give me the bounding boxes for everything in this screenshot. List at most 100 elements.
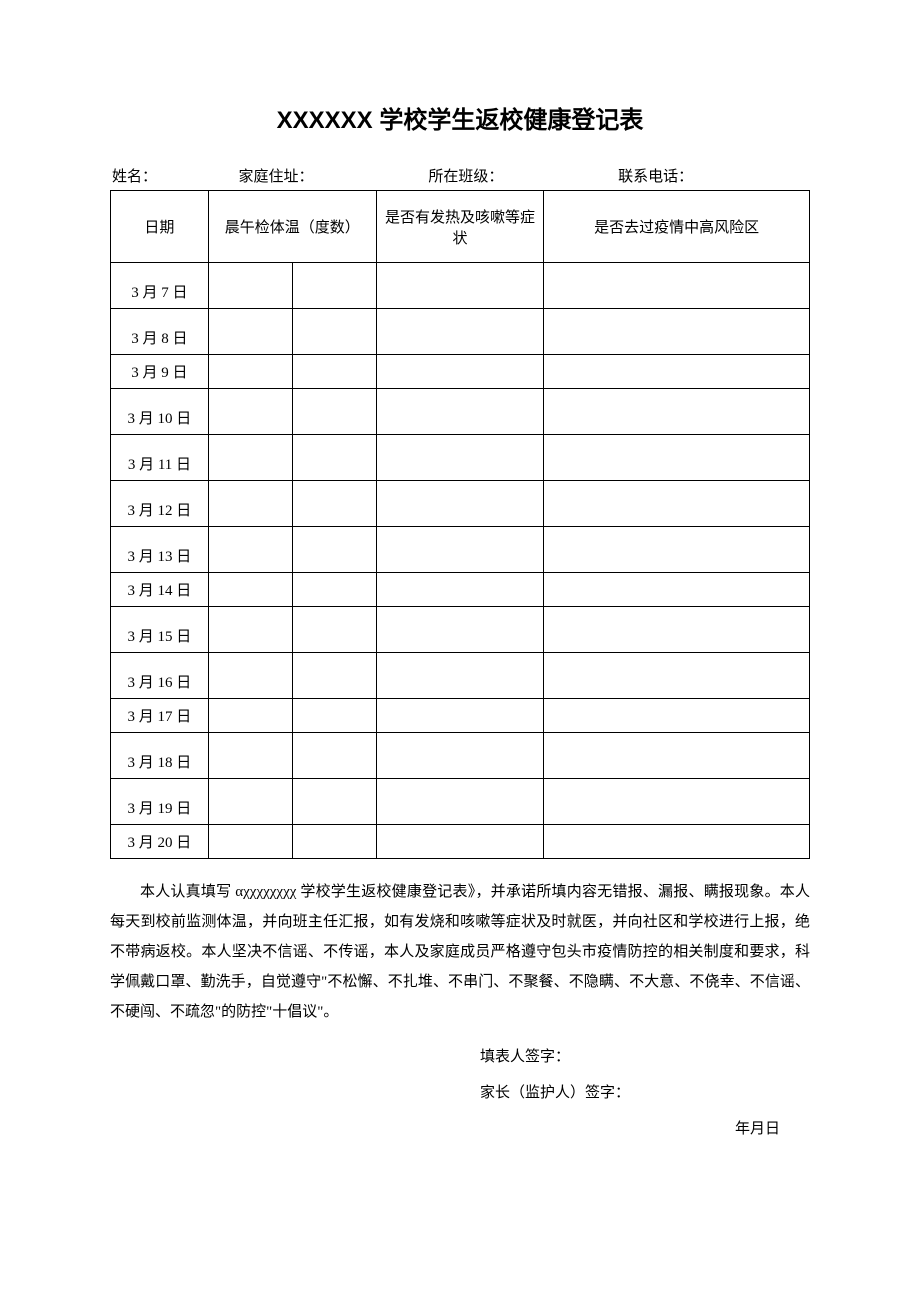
cell-symptom	[376, 607, 544, 653]
cell-temp-morning	[208, 779, 292, 825]
cell-temp-noon	[292, 355, 376, 389]
health-table: 日期 晨午检体温（度数） 是否有发热及咳嗽等症状 是否去过疫情中高风险区 3 月…	[110, 190, 810, 859]
table-row: 3 月 18 日	[111, 733, 810, 779]
cell-date: 3 月 19 日	[111, 779, 209, 825]
cell-temp-morning	[208, 309, 292, 355]
cell-temp-morning	[208, 825, 292, 859]
cell-symptom	[376, 573, 544, 607]
cell-risk	[544, 263, 810, 309]
signature-date: 年月日	[110, 1111, 810, 1147]
signature-filler: 填表人签字：	[110, 1039, 810, 1075]
cell-risk	[544, 389, 810, 435]
cell-date: 3 月 11 日	[111, 435, 209, 481]
table-row: 3 月 12 日	[111, 481, 810, 527]
cell-risk	[544, 573, 810, 607]
cell-temp-noon	[292, 481, 376, 527]
cell-temp-morning	[208, 733, 292, 779]
cell-risk	[544, 527, 810, 573]
table-row: 3 月 20 日	[111, 825, 810, 859]
cell-temp-morning	[208, 263, 292, 309]
document-title: XXXXXX 学校学生返校健康登记表	[110, 100, 810, 135]
cell-temp-morning	[208, 573, 292, 607]
cell-symptom	[376, 263, 544, 309]
signature-guardian: 家长（监护人）签字：	[110, 1075, 810, 1111]
cell-date: 3 月 18 日	[111, 733, 209, 779]
table-row: 3 月 10 日	[111, 389, 810, 435]
cell-temp-morning	[208, 607, 292, 653]
info-class-label: 所在班级：	[428, 165, 618, 186]
cell-date: 3 月 13 日	[111, 527, 209, 573]
cell-symptom	[376, 779, 544, 825]
info-phone-label: 联系电话：	[618, 165, 808, 186]
info-row: 姓名： 家庭住址： 所在班级： 联系电话：	[110, 165, 810, 186]
cell-symptom	[376, 653, 544, 699]
signature-block: 填表人签字： 家长（监护人）签字： 年月日	[110, 1039, 810, 1147]
cell-risk	[544, 825, 810, 859]
cell-symptom	[376, 527, 544, 573]
cell-symptom	[376, 825, 544, 859]
cell-temp-morning	[208, 527, 292, 573]
cell-date: 3 月 15 日	[111, 607, 209, 653]
cell-risk	[544, 607, 810, 653]
cell-symptom	[376, 481, 544, 527]
table-row: 3 月 13 日	[111, 527, 810, 573]
cell-temp-noon	[292, 389, 376, 435]
cell-temp-noon	[292, 699, 376, 733]
header-symptom: 是否有发热及咳嗽等症状	[376, 191, 544, 263]
cell-temp-noon	[292, 779, 376, 825]
cell-temp-noon	[292, 733, 376, 779]
cell-temp-noon	[292, 573, 376, 607]
cell-symptom	[376, 733, 544, 779]
cell-symptom	[376, 435, 544, 481]
cell-temp-morning	[208, 355, 292, 389]
cell-temp-morning	[208, 389, 292, 435]
cell-temp-noon	[292, 263, 376, 309]
cell-temp-noon	[292, 825, 376, 859]
cell-risk	[544, 309, 810, 355]
cell-date: 3 月 17 日	[111, 699, 209, 733]
cell-risk	[544, 779, 810, 825]
header-temp: 晨午检体温（度数）	[208, 191, 376, 263]
table-row: 3 月 11 日	[111, 435, 810, 481]
table-header-row: 日期 晨午检体温（度数） 是否有发热及咳嗽等症状 是否去过疫情中高风险区	[111, 191, 810, 263]
cell-risk	[544, 435, 810, 481]
cell-symptom	[376, 355, 544, 389]
cell-date: 3 月 10 日	[111, 389, 209, 435]
cell-temp-noon	[292, 309, 376, 355]
cell-date: 3 月 12 日	[111, 481, 209, 527]
cell-date: 3 月 16 日	[111, 653, 209, 699]
cell-date: 3 月 8 日	[111, 309, 209, 355]
info-name-label: 姓名：	[112, 165, 239, 186]
header-date: 日期	[111, 191, 209, 263]
cell-temp-noon	[292, 435, 376, 481]
header-risk: 是否去过疫情中高风险区	[544, 191, 810, 263]
cell-temp-morning	[208, 699, 292, 733]
info-address-label: 家庭住址：	[239, 165, 429, 186]
cell-date: 3 月 7 日	[111, 263, 209, 309]
table-row: 3 月 15 日	[111, 607, 810, 653]
table-row: 3 月 19 日	[111, 779, 810, 825]
cell-date: 3 月 9 日	[111, 355, 209, 389]
cell-symptom	[376, 699, 544, 733]
cell-symptom	[376, 309, 544, 355]
cell-risk	[544, 699, 810, 733]
cell-date: 3 月 20 日	[111, 825, 209, 859]
cell-temp-noon	[292, 653, 376, 699]
cell-symptom	[376, 389, 544, 435]
table-row: 3 月 9 日	[111, 355, 810, 389]
cell-temp-morning	[208, 481, 292, 527]
cell-risk	[544, 481, 810, 527]
cell-temp-noon	[292, 527, 376, 573]
cell-risk	[544, 733, 810, 779]
cell-temp-morning	[208, 435, 292, 481]
declaration-text: 本人认真填写 αχχχχχχχχ 学校学生返校健康登记表》，并承诺所填内容无错报…	[110, 877, 810, 1027]
cell-temp-noon	[292, 607, 376, 653]
table-row: 3 月 14 日	[111, 573, 810, 607]
cell-risk	[544, 653, 810, 699]
table-row: 3 月 16 日	[111, 653, 810, 699]
table-row: 3 月 8 日	[111, 309, 810, 355]
cell-date: 3 月 14 日	[111, 573, 209, 607]
table-row: 3 月 17 日	[111, 699, 810, 733]
cell-temp-morning	[208, 653, 292, 699]
cell-risk	[544, 355, 810, 389]
